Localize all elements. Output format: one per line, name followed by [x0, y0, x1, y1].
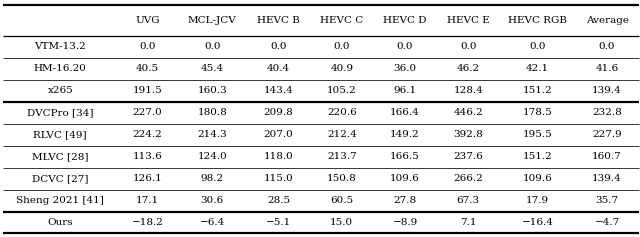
Text: HEVC D: HEVC D: [383, 16, 427, 25]
Text: 220.6: 220.6: [327, 108, 356, 117]
Text: 227.9: 227.9: [592, 130, 622, 139]
Text: 0.0: 0.0: [139, 42, 156, 51]
Text: −16.4: −16.4: [522, 218, 554, 227]
Text: HEVC C: HEVC C: [320, 16, 364, 25]
Text: 109.6: 109.6: [523, 174, 552, 183]
Text: 0.0: 0.0: [333, 42, 350, 51]
Text: 151.2: 151.2: [523, 86, 552, 95]
Text: −6.4: −6.4: [200, 218, 225, 227]
Text: 30.6: 30.6: [201, 196, 224, 205]
Text: 17.1: 17.1: [136, 196, 159, 205]
Text: 0.0: 0.0: [529, 42, 546, 51]
Text: 0.0: 0.0: [270, 42, 287, 51]
Text: 46.2: 46.2: [457, 64, 480, 73]
Text: Ours: Ours: [47, 218, 73, 227]
Text: HM-16.20: HM-16.20: [34, 64, 86, 73]
Text: 214.3: 214.3: [197, 130, 227, 139]
Text: −18.2: −18.2: [131, 218, 163, 227]
Text: 124.0: 124.0: [197, 152, 227, 161]
Text: HEVC RGB: HEVC RGB: [508, 16, 567, 25]
Text: 178.5: 178.5: [523, 108, 552, 117]
Text: 28.5: 28.5: [267, 196, 290, 205]
Text: HEVC B: HEVC B: [257, 16, 300, 25]
Text: 160.7: 160.7: [592, 152, 622, 161]
Text: 151.2: 151.2: [523, 152, 552, 161]
Text: 128.4: 128.4: [453, 86, 483, 95]
Text: 446.2: 446.2: [453, 108, 483, 117]
Text: MCL-JCV: MCL-JCV: [188, 16, 237, 25]
Text: 166.5: 166.5: [390, 152, 420, 161]
Text: 118.0: 118.0: [264, 152, 293, 161]
Text: 98.2: 98.2: [201, 174, 224, 183]
Text: 41.6: 41.6: [596, 64, 619, 73]
Text: 150.8: 150.8: [327, 174, 356, 183]
Text: DCVC [27]: DCVC [27]: [32, 174, 88, 183]
Text: 0.0: 0.0: [599, 42, 615, 51]
Text: 227.0: 227.0: [132, 108, 163, 117]
Text: −4.7: −4.7: [595, 218, 620, 227]
Text: 7.1: 7.1: [460, 218, 477, 227]
Text: 232.8: 232.8: [592, 108, 622, 117]
Text: 207.0: 207.0: [264, 130, 293, 139]
Text: 40.4: 40.4: [267, 64, 290, 73]
Text: 27.8: 27.8: [394, 196, 417, 205]
Text: 0.0: 0.0: [204, 42, 220, 51]
Text: 166.4: 166.4: [390, 108, 420, 117]
Text: 40.5: 40.5: [136, 64, 159, 73]
Text: 42.1: 42.1: [526, 64, 549, 73]
Text: 109.6: 109.6: [390, 174, 420, 183]
Text: 60.5: 60.5: [330, 196, 353, 205]
Text: UVG: UVG: [135, 16, 160, 25]
Text: 191.5: 191.5: [132, 86, 163, 95]
Text: 17.9: 17.9: [526, 196, 549, 205]
Text: DVCPro [34]: DVCPro [34]: [27, 108, 93, 117]
Text: 126.1: 126.1: [132, 174, 163, 183]
Text: 0.0: 0.0: [397, 42, 413, 51]
Text: 180.8: 180.8: [197, 108, 227, 117]
Text: −8.9: −8.9: [392, 218, 418, 227]
Text: 36.0: 36.0: [394, 64, 417, 73]
Text: 96.1: 96.1: [394, 86, 417, 95]
Text: −5.1: −5.1: [266, 218, 291, 227]
Text: 35.7: 35.7: [596, 196, 619, 205]
Text: VTM-13.2: VTM-13.2: [35, 42, 86, 51]
Text: 105.2: 105.2: [327, 86, 356, 95]
Text: 224.2: 224.2: [132, 130, 163, 139]
Text: 67.3: 67.3: [457, 196, 480, 205]
Text: 209.8: 209.8: [264, 108, 293, 117]
Text: 15.0: 15.0: [330, 218, 353, 227]
Text: Average: Average: [586, 16, 628, 25]
Text: 149.2: 149.2: [390, 130, 420, 139]
Text: 266.2: 266.2: [453, 174, 483, 183]
Text: 0.0: 0.0: [460, 42, 477, 51]
Text: 160.3: 160.3: [197, 86, 227, 95]
Text: HEVC E: HEVC E: [447, 16, 490, 25]
Text: 143.4: 143.4: [264, 86, 293, 95]
Text: RLVC [49]: RLVC [49]: [33, 130, 87, 139]
Text: 139.4: 139.4: [592, 86, 622, 95]
Text: 113.6: 113.6: [132, 152, 163, 161]
Text: 212.4: 212.4: [327, 130, 356, 139]
Text: 195.5: 195.5: [523, 130, 552, 139]
Text: 139.4: 139.4: [592, 174, 622, 183]
Text: 40.9: 40.9: [330, 64, 353, 73]
Text: 115.0: 115.0: [264, 174, 293, 183]
Text: x265: x265: [47, 86, 73, 95]
Text: 45.4: 45.4: [201, 64, 224, 73]
Text: 213.7: 213.7: [327, 152, 356, 161]
Text: Sheng 2021 [41]: Sheng 2021 [41]: [17, 196, 104, 205]
Text: MLVC [28]: MLVC [28]: [32, 152, 88, 161]
Text: 237.6: 237.6: [453, 152, 483, 161]
Text: 392.8: 392.8: [453, 130, 483, 139]
